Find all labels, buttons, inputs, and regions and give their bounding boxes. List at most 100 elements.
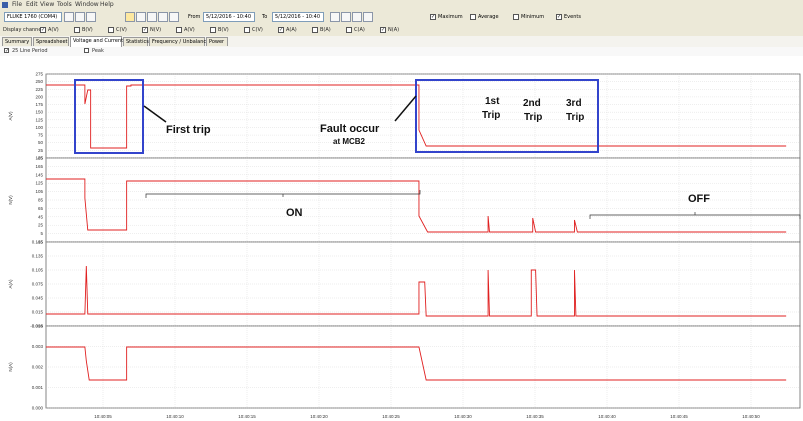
to-datetime[interactable]: 5/12/2016 - 10:40 [272,12,324,22]
menu-help[interactable]: Help [100,1,114,8]
channel-checkbox[interactable] [244,27,250,33]
y-tick-label: 165 [35,164,43,169]
y-tick-label: 185 [35,156,43,161]
menu-tools[interactable]: Tools [57,1,72,8]
channel-label: B(V) [218,27,229,33]
channel-checkbox[interactable] [108,27,114,33]
fit-icon[interactable] [363,12,373,22]
y-tick-label: -15 [36,240,43,245]
y-tick-label: 25 [38,148,44,153]
y-tick-label: 0.003 [32,344,44,349]
channel-checkbox[interactable]: ✓ [40,27,46,33]
first-trip-pointer [143,105,167,123]
channel-checkbox[interactable]: ✓ [142,27,148,33]
channel-checkbox[interactable] [346,27,352,33]
x-tick-label: 10:40:40 [598,414,616,419]
check-minimum[interactable] [513,14,519,20]
y-tick-label: 0.000 [32,406,44,411]
x-tick-label: 10:40:25 [382,414,400,419]
print-icon[interactable] [147,12,157,22]
y-tick-label: 0.045 [32,296,44,301]
trace-current-n [46,346,787,381]
y-tick-label: 0.015 [32,310,44,315]
y-tick-label: 0.001 [32,385,44,390]
y-tick-label: 100 [35,125,43,130]
option-checkbox[interactable] [84,48,89,53]
export-icon[interactable] [158,12,168,22]
chart-icon[interactable] [125,12,135,22]
trip-label: Trip [524,112,542,123]
x-tick-label: 10:40:20 [310,414,328,419]
channel-label: B(A) [320,27,331,33]
zoom-in-icon[interactable] [341,12,351,22]
channel-label: A(A) [286,27,297,33]
y-tick-label: 125 [35,181,43,186]
apply-icon[interactable] [330,12,340,22]
options-row: ✓ 25 Line Period Peak [0,47,803,56]
device-select[interactable]: FLUKE 1760 (COM4) [4,12,62,22]
check-average[interactable] [470,14,476,20]
x-tick-label: 10:40:10 [166,414,184,419]
download-icon[interactable] [75,12,85,22]
y-tick-label: 275 [35,72,43,77]
y-tick-label: 105 [35,189,43,194]
y-tick-label: 250 [35,79,43,84]
y-axis-label: N(A) [8,362,13,372]
menu-view[interactable]: View [40,1,55,8]
menu-file[interactable]: File [12,1,23,8]
y-axis-label: A(A) [8,279,13,289]
y-tick-label: 85 [38,198,44,203]
tab-spreadsheet[interactable]: Spreadsheet [33,37,69,46]
channel-label: N(A) [388,27,400,33]
tab-strip: Summary Spreadsheet Voltage and Current Sta… [0,36,803,47]
tab-voltage-and-current[interactable]: Voltage and Current [70,36,123,47]
y-tick-label: 0.002 [32,365,44,370]
first-trip-label: First trip [166,124,211,136]
check-events[interactable]: ✓ [556,14,562,20]
check-maximum[interactable]: ✓ [430,14,436,20]
x-tick-label: 10:40:35 [526,414,544,419]
channel-label: N(V) [150,27,162,33]
y-tick-label: 0.135 [32,254,44,259]
zoom-out-icon[interactable] [352,12,362,22]
y-tick-label: 0.165 [32,240,44,245]
check-label: Maximum [438,14,463,20]
on-label: ON [286,207,303,219]
menu-window[interactable]: Window [75,1,99,8]
y-tick-label: 145 [35,172,43,177]
option-checkbox[interactable]: ✓ [4,48,10,54]
tab-summary[interactable]: Summary [2,37,32,46]
channel-checkbox[interactable] [312,27,318,33]
x-tick-label: 10:40:45 [670,414,688,419]
panel-3: 0.165 0.135 0.105 0.075 0.045 0.015 -0.015 A(A) [8,240,801,329]
y-tick-label: 200 [35,94,43,99]
x-tick-label: 10:40:30 [454,414,472,419]
tab-power[interactable]: Power [206,37,228,46]
from-datetime[interactable]: 5/12/2016 - 10:40 [203,12,255,22]
tab-frequency-unbalance[interactable]: Frequency / Unbalance [149,37,209,46]
at-mcb2-label: at MCB2 [333,137,366,146]
table-icon[interactable] [136,12,146,22]
y-tick-label: -25 [36,156,43,161]
tab-statistics[interactable]: Statistics [123,37,149,46]
fault-pointer [394,95,417,122]
channel-checkbox[interactable] [210,27,216,33]
channel-checkbox[interactable] [176,27,182,33]
channel-bar: Display channels ✓ A(V) B(V) C(V) ✓ N(V) A(V) B… [0,24,803,36]
menu-edit[interactable]: Edit [26,1,38,8]
trace-voltage-a [46,84,787,149]
channel-checkbox[interactable] [74,27,80,33]
trace-current-a [46,265,787,317]
channel-checkbox[interactable]: ✓ [380,27,386,33]
y-tick-label: 0.004 [32,324,44,329]
y-tick-label: 45 [38,214,44,219]
channel-label: B(V) [82,27,93,33]
channel-checkbox[interactable]: ✓ [278,27,284,33]
panel-2: 185 165 145 125 105 85 65 45 25 5 -15 N(V) [8,156,801,245]
settings-icon[interactable] [86,12,96,22]
connect-icon[interactable] [64,12,74,22]
menu-bar: File Edit View Tools Window Help [0,0,803,10]
to-label: To [262,14,268,20]
option-label: Peak [92,48,104,54]
zoom-icon[interactable] [169,12,179,22]
